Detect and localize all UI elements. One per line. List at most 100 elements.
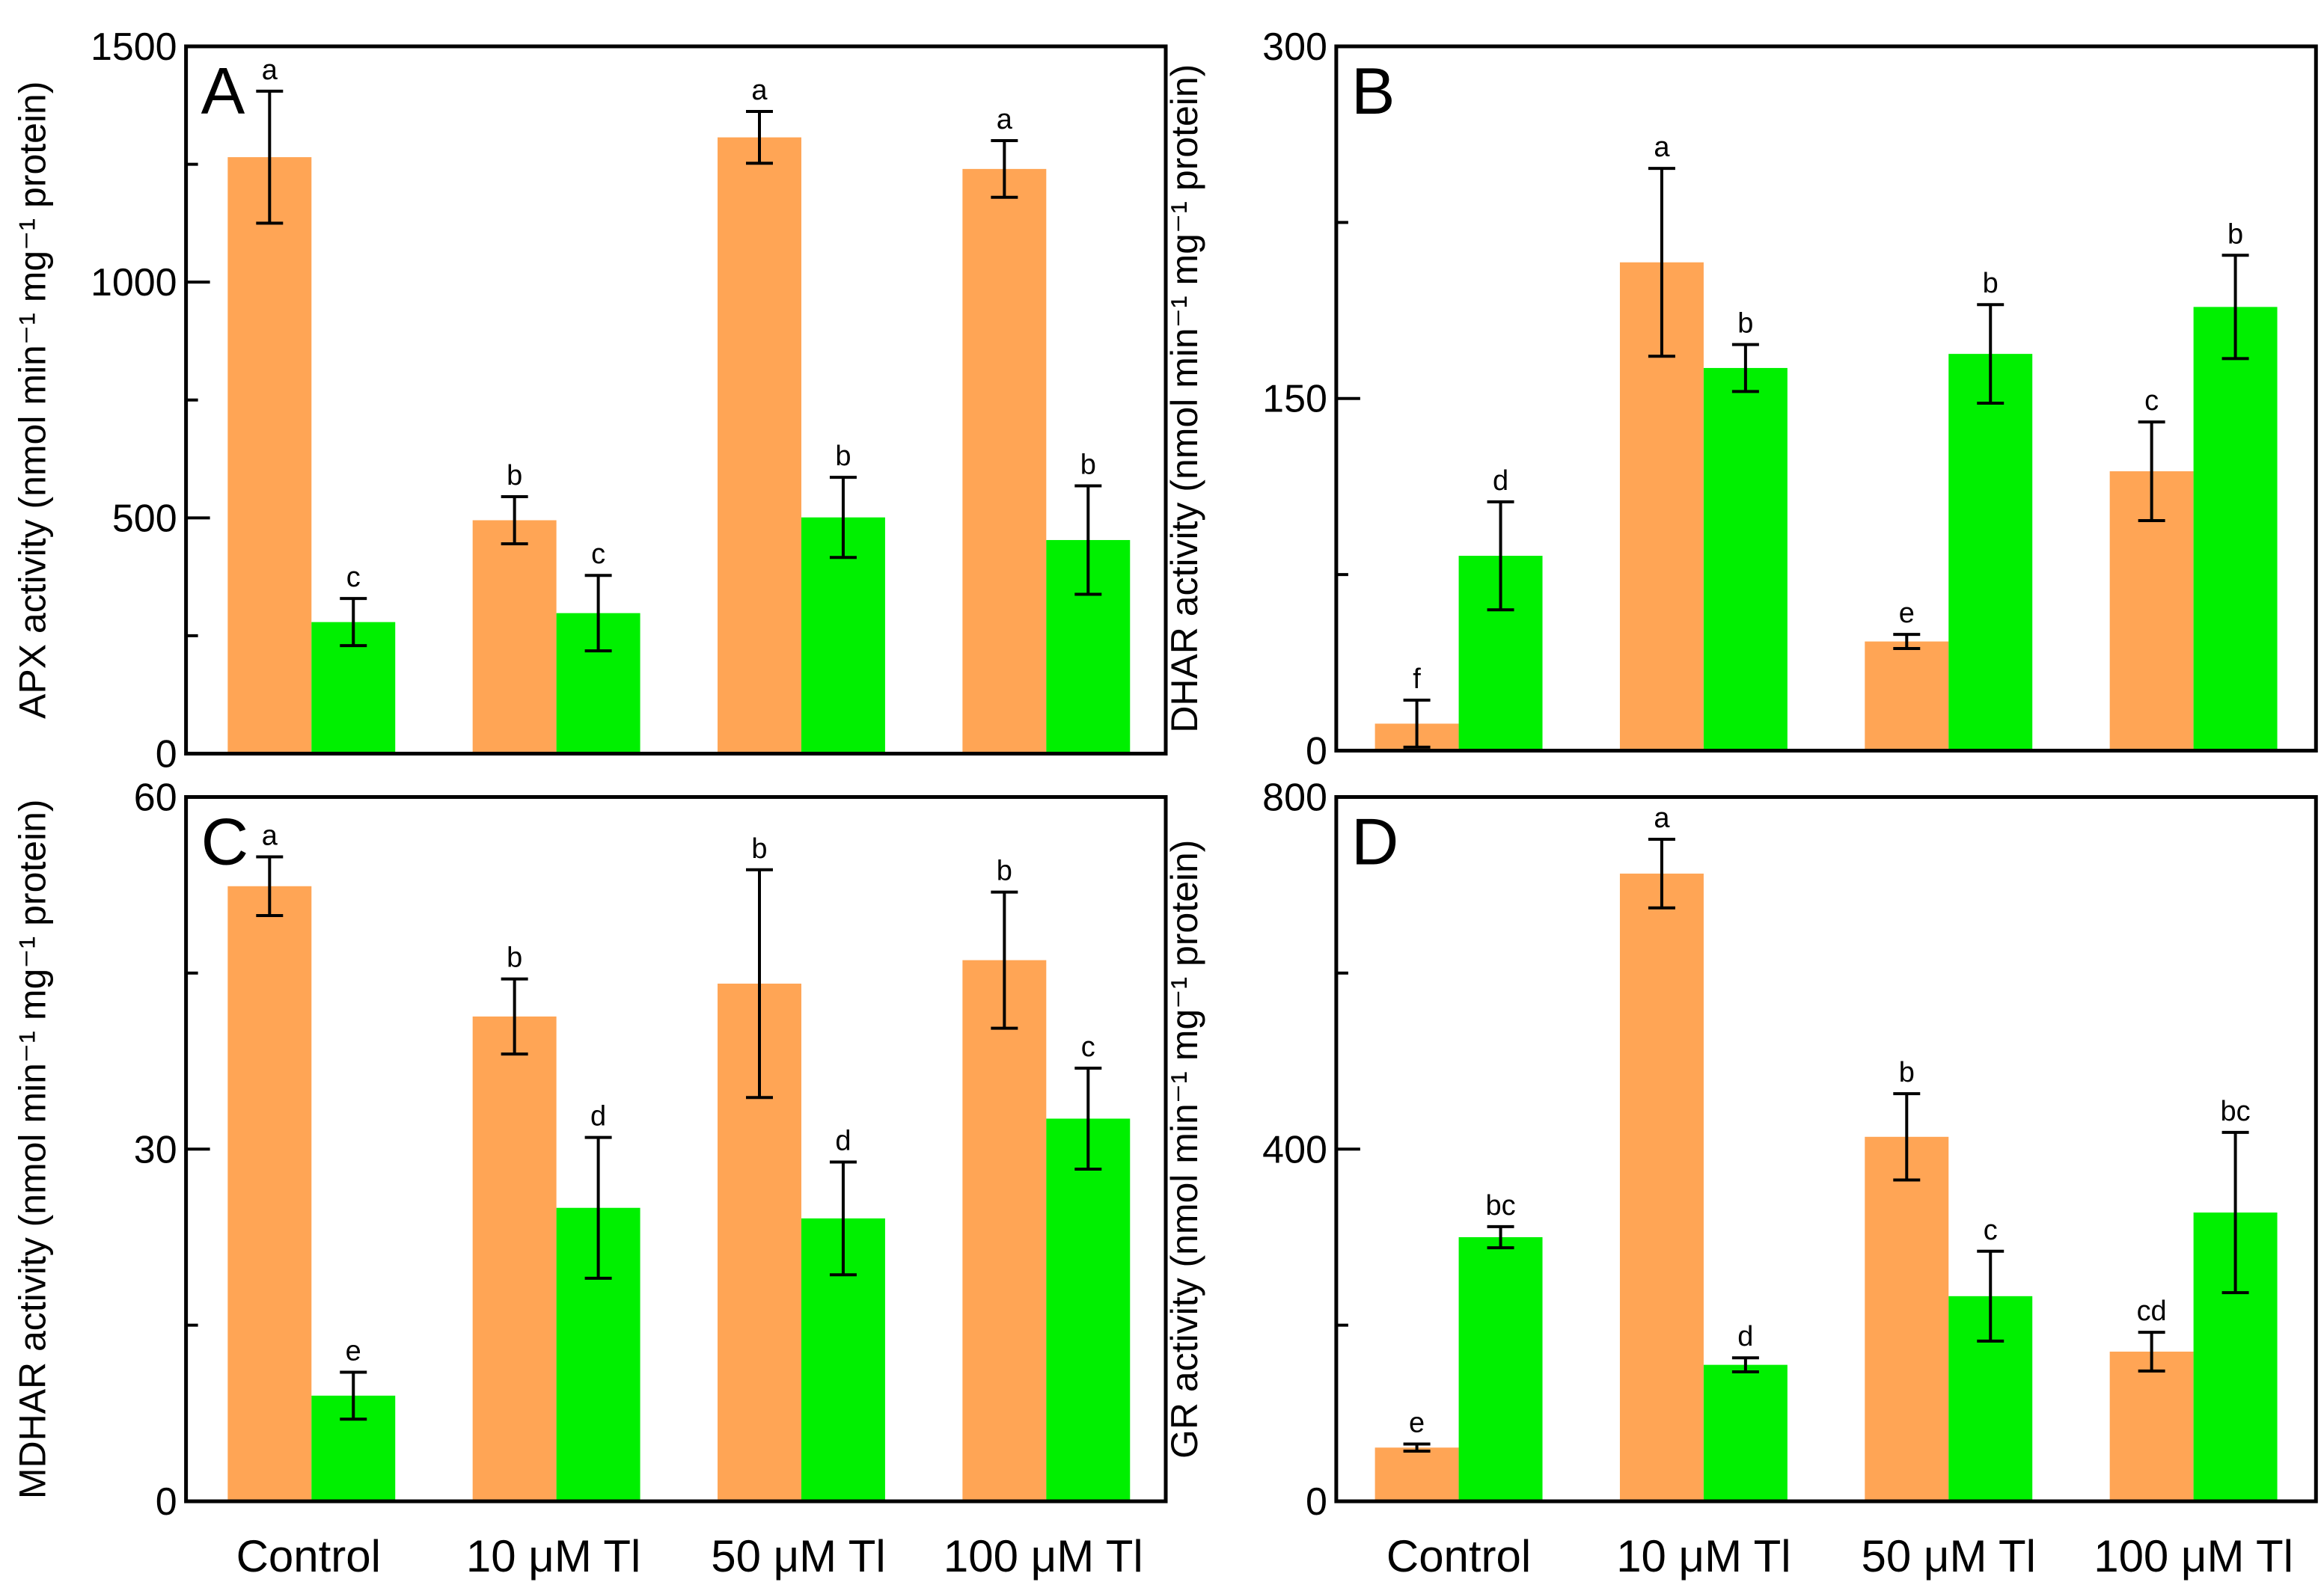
error-bar	[1074, 484, 1102, 596]
x-tick-label: Control	[236, 1531, 381, 1581]
error-bar	[991, 890, 1018, 1030]
y-tick-label: 1000	[91, 261, 177, 304]
bar-orange	[2109, 1351, 2194, 1502]
significance-letter: b	[1080, 449, 1096, 480]
bar-orange	[1865, 641, 1949, 751]
significance-letter: b	[1899, 1057, 1915, 1088]
panel-letter: B	[1351, 54, 1395, 128]
error-bar	[991, 139, 1018, 199]
bar-orange	[1374, 1447, 1459, 1502]
error-bar	[1487, 1224, 1514, 1250]
significance-letter: b	[751, 833, 767, 865]
panel-letter: C	[201, 804, 249, 878]
error-bar	[1403, 1442, 1431, 1453]
error-bar	[746, 109, 773, 165]
y-tick-label: 0	[156, 733, 177, 776]
bar-green	[1703, 1364, 1788, 1502]
error-bar	[584, 1135, 612, 1280]
x-tick-label: 50 μM Tl	[711, 1531, 885, 1581]
error-bar	[1731, 343, 1759, 393]
significance-letter: b	[1983, 268, 1999, 299]
bar-orange	[227, 886, 312, 1502]
error-bar	[2138, 1331, 2165, 1373]
bar-orange	[962, 168, 1047, 754]
significance-letter: cd	[2137, 1296, 2167, 1327]
bar-orange	[1865, 1136, 1949, 1502]
y-tick-label: 0	[1306, 730, 1327, 773]
error-bar	[501, 977, 528, 1056]
y-tick-label: 300	[1262, 25, 1327, 69]
significance-letter: b	[2227, 218, 2243, 250]
bar-green	[2193, 307, 2278, 751]
y-tick-label: 0	[156, 1480, 177, 1524]
significance-letter: e	[1409, 1408, 1425, 1439]
error-bar	[1977, 1249, 2005, 1343]
significance-letter: d	[590, 1101, 606, 1132]
panel-B: f a e c d b b b 0 150 300 B DHAR activity (nmol min⁻…	[1163, 25, 2318, 773]
error-bar	[829, 1160, 857, 1277]
y-tick-label: 800	[1262, 776, 1327, 819]
significance-letter: a	[262, 821, 278, 852]
significance-letter: d	[1737, 1321, 1753, 1352]
bar-orange	[962, 960, 1047, 1502]
bar-green	[1948, 354, 2033, 751]
error-bar	[340, 597, 367, 648]
error-bar	[1648, 837, 1675, 910]
significance-letter: bc	[1485, 1190, 1515, 1221]
y-axis-label: MDHAR activity (nmol min⁻¹ mg⁻¹ protein)	[12, 799, 54, 1499]
significance-letter: a	[997, 104, 1013, 135]
significance-letter: d	[835, 1126, 851, 1157]
y-tick-label: 150	[1262, 378, 1327, 421]
y-tick-label: 1500	[91, 25, 177, 69]
bar-green	[1458, 1236, 1543, 1502]
error-bar	[340, 1370, 367, 1421]
significance-letter: c	[2144, 385, 2159, 417]
significance-letter: e	[1899, 598, 1915, 629]
significance-letter: b	[1737, 308, 1753, 340]
y-axis-label: APX activity (nmol min⁻¹ mg⁻¹ protein)	[12, 82, 54, 719]
error-bar	[1074, 1067, 1102, 1171]
x-tick-label: Control	[1386, 1531, 1531, 1581]
y-tick-label: 500	[112, 497, 177, 540]
y-tick-label: 30	[134, 1128, 177, 1171]
x-tick-label: 100 μM Tl	[2094, 1531, 2293, 1581]
bar-orange	[1619, 873, 1704, 1502]
x-tick-label: 100 μM Tl	[944, 1531, 1143, 1581]
panel-A: a b a a c c b b 0 500 1000 1500 A APX activity (nmol …	[12, 25, 1168, 776]
bar-green	[1046, 1118, 1131, 1502]
significance-letter: b	[507, 460, 522, 491]
error-bar	[1648, 167, 1675, 358]
x-tick-label: 50 μM Tl	[1862, 1531, 2036, 1581]
error-bar	[256, 855, 284, 917]
error-bar	[1487, 500, 1514, 612]
error-bar	[829, 476, 857, 560]
error-bar	[1731, 1356, 1759, 1374]
significance-letter: c	[591, 539, 605, 570]
significance-letter: a	[1654, 803, 1670, 834]
error-bar	[2221, 254, 2249, 361]
error-bar	[256, 89, 284, 225]
bar-orange	[718, 137, 801, 754]
error-bar	[1893, 1092, 1921, 1182]
significance-letter: e	[346, 1335, 361, 1367]
error-bar	[2221, 1130, 2249, 1295]
significance-letter: a	[1654, 132, 1670, 163]
bar-green	[1703, 367, 1788, 751]
significance-letter: c	[1081, 1031, 1095, 1063]
panel-C: a b b b e d d c 0 30 60 C MDHAR activity (nmol min⁻¹…	[12, 776, 1168, 1581]
significance-letter: a	[751, 75, 768, 106]
bar-orange	[472, 1016, 557, 1502]
y-tick-label: 400	[1262, 1128, 1327, 1171]
panel-letter: D	[1351, 804, 1399, 878]
panel-letter: A	[201, 54, 245, 128]
significance-letter: bc	[2221, 1096, 2251, 1127]
error-bar	[1893, 633, 1921, 651]
x-tick-label: 10 μM Tl	[1616, 1531, 1791, 1581]
significance-letter: c	[346, 562, 361, 593]
error-bar	[584, 574, 612, 653]
error-bar	[1403, 699, 1431, 749]
significance-letter: b	[997, 856, 1012, 887]
y-tick-label: 60	[134, 776, 177, 819]
